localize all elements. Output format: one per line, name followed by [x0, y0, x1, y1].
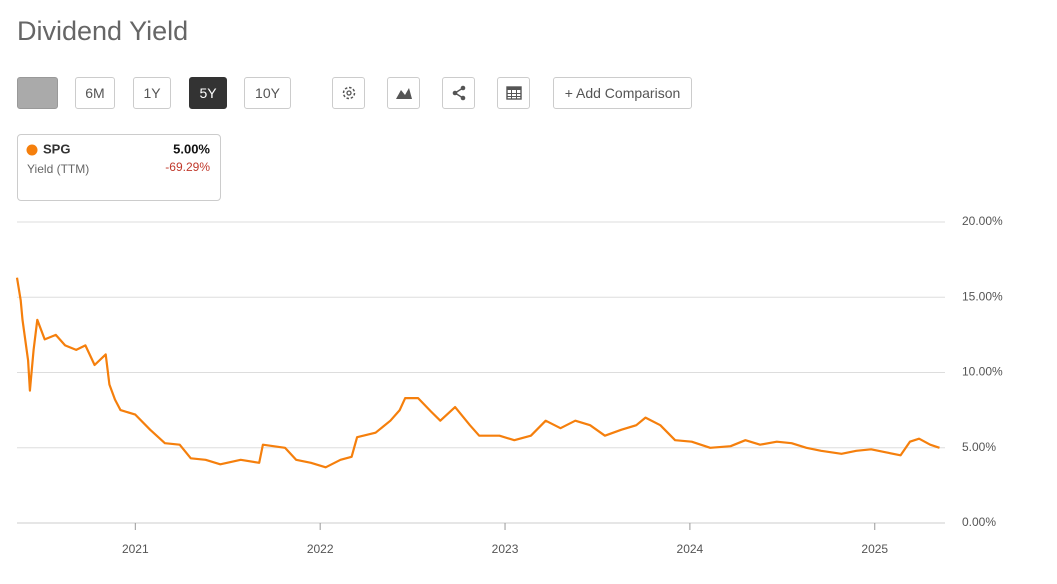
legend: SPG 5.00% Yield (TTM) -69.29%: [26, 141, 210, 176]
y-tick-label: 10.00%: [962, 365, 1003, 379]
x-tick-label: 2022: [307, 542, 334, 556]
legend-dot: [26, 144, 38, 156]
chart-type-button[interactable]: [387, 77, 420, 109]
x-tick-label: 2023: [492, 542, 519, 556]
y-tick-label: 15.00%: [962, 289, 1003, 303]
table-button[interactable]: [497, 77, 530, 109]
x-tick-label: 2021: [122, 542, 149, 556]
page-title: Dividend Yield: [17, 16, 189, 46]
x-tick-label: 2025: [861, 542, 888, 556]
data-line: [15, 277, 940, 469]
color-swatch-button[interactable]: [17, 77, 58, 109]
range-button[interactable]: 5Y: [189, 77, 227, 109]
y-tick-label: 20.00%: [962, 214, 1003, 228]
add-comparison-button[interactable]: + Add Comparison: [553, 77, 692, 109]
y-tick-label: 5.00%: [962, 440, 996, 454]
legend-change: -69.29%: [165, 160, 210, 174]
share-button[interactable]: [442, 77, 475, 109]
y-tick-label: 0.00%: [962, 515, 996, 529]
x-tick-label: 2024: [677, 542, 704, 556]
legend-label: Yield (TTM): [27, 162, 89, 176]
range-button[interactable]: 1Y: [133, 77, 171, 109]
settings-button[interactable]: [332, 77, 365, 109]
range-button[interactable]: 10Y: [244, 77, 291, 109]
range-button[interactable]: 6M: [75, 77, 115, 109]
table-icon: [505, 86, 522, 100]
chart-icon: [395, 88, 412, 99]
settings-icon: [342, 86, 355, 100]
share-icon: [452, 85, 465, 101]
legend-card: SPG 5.00% Yield (TTM) -69.29%: [17, 134, 221, 201]
legend-symbol: SPG: [43, 141, 70, 156]
legend-value: 5.00%: [173, 141, 210, 156]
